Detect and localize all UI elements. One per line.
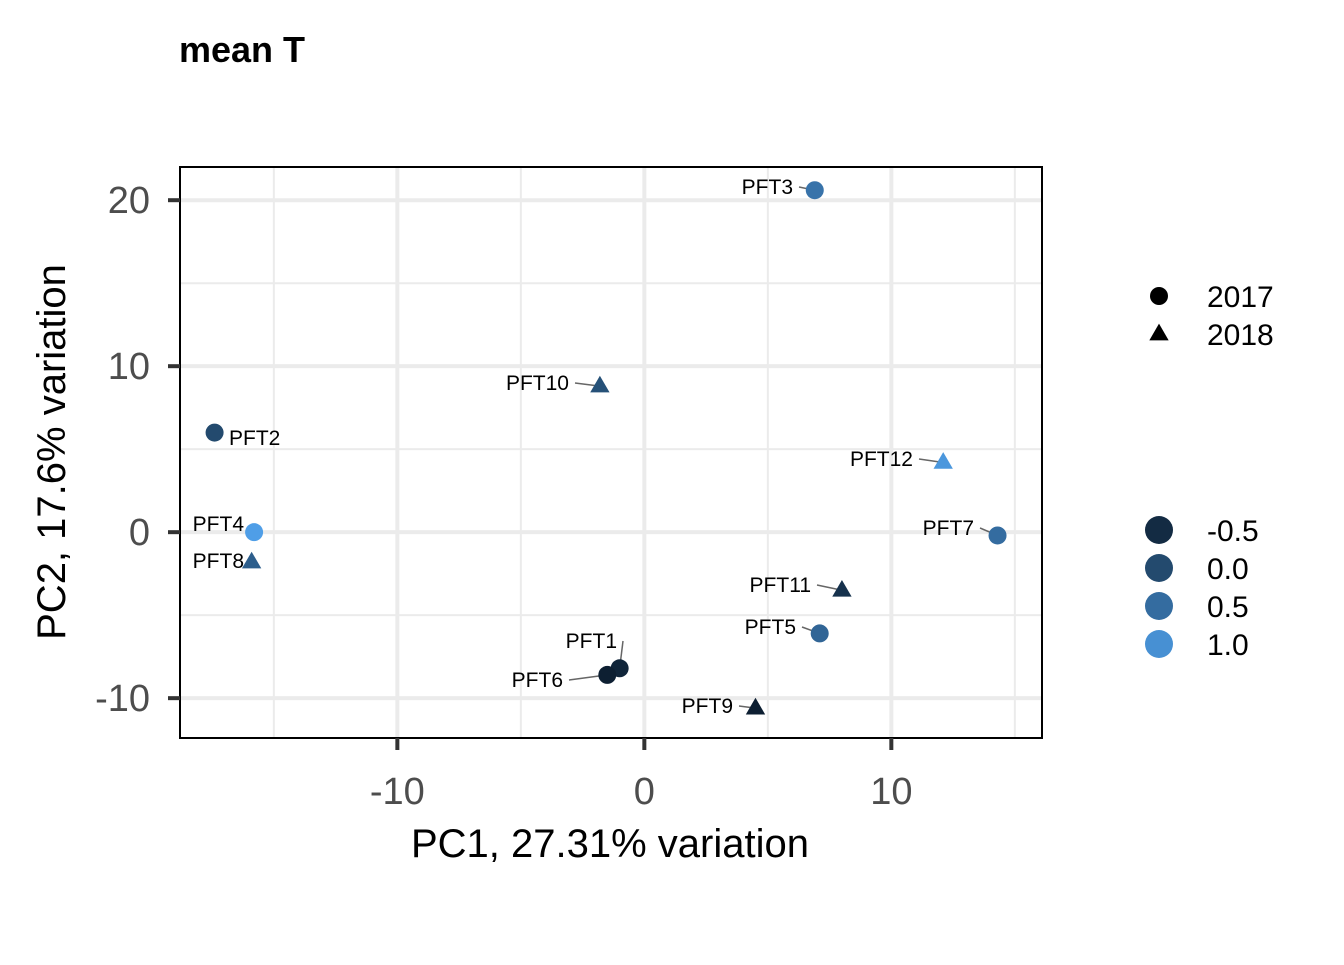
data-point-circle	[988, 526, 1007, 545]
x-tick-label: 10	[870, 771, 912, 813]
legend-color-swatch	[1145, 516, 1173, 544]
data-point-triangle	[832, 579, 852, 597]
point-label: PFT5	[745, 616, 796, 639]
data-point-circle	[810, 624, 829, 643]
legend-shape-circle	[1150, 287, 1168, 305]
data-point-triangle	[590, 375, 610, 393]
point-label: PFT3	[742, 176, 793, 199]
y-tick-label: -10	[95, 678, 150, 720]
point-label: PFT2	[229, 427, 280, 450]
legend-color-label: 1.0	[1207, 629, 1249, 662]
point-labels: PFT1 PFT2 PFT3 PFT4 PFT5 PFT6 PFT7 PFT8 PFT9 PFT1…	[193, 176, 974, 718]
point-label: PFT12	[850, 448, 913, 471]
x-axis-title: PC1, 27.31% variation	[411, 822, 809, 866]
point-label: PFT10	[506, 372, 569, 395]
point-label: PFT1	[566, 630, 617, 653]
legend-color-label: -0.5	[1207, 515, 1259, 548]
y-tick-label: 20	[108, 180, 150, 222]
data-point-triangle	[745, 697, 766, 715]
y-axis-title: PC2, 17.6% variation	[30, 264, 74, 640]
legend-shape-label: 2017	[1207, 281, 1274, 314]
grid-lines	[180, 167, 1042, 738]
data-point-circle	[205, 423, 224, 442]
data-point-triangle	[933, 452, 953, 469]
plot-background	[180, 167, 1042, 738]
x-tick-label: -10	[370, 771, 425, 813]
legend-shape-label: 2018	[1207, 319, 1274, 352]
point-label: PFT4	[193, 513, 245, 536]
legend-color-label: 0.5	[1207, 591, 1249, 624]
x-tick-label: 0	[634, 771, 655, 813]
y-tick-label: 10	[108, 346, 150, 388]
point-label: PFT11	[750, 574, 811, 597]
legend-color-swatch	[1145, 592, 1173, 620]
plot-border	[179, 166, 1043, 739]
data-point-circle	[598, 665, 617, 684]
data-point-circle	[245, 523, 264, 542]
plot-panel	[180, 167, 1042, 738]
panel-border-rect	[179, 166, 1043, 739]
data-points	[205, 181, 1007, 715]
point-label: PFT6	[512, 669, 563, 692]
data-point-triangle	[241, 551, 262, 569]
legend-color-swatch	[1145, 554, 1173, 582]
legend-shape-triangle	[1149, 323, 1169, 341]
axes: -10 0 10 -10 0 10 20	[95, 180, 912, 813]
point-label: PFT7	[923, 517, 974, 540]
legend-color-label: 0.0	[1207, 553, 1249, 586]
point-label: PFT9	[682, 695, 733, 718]
chart-title: mean T	[179, 29, 305, 70]
y-tick-label: 0	[129, 512, 150, 554]
point-label: PFT8	[193, 550, 244, 573]
data-point-circle	[805, 181, 824, 200]
legend: 2017 2018 -0.5 0.0 0.5 1.0	[1145, 281, 1274, 662]
legend-color-swatch	[1145, 630, 1173, 658]
